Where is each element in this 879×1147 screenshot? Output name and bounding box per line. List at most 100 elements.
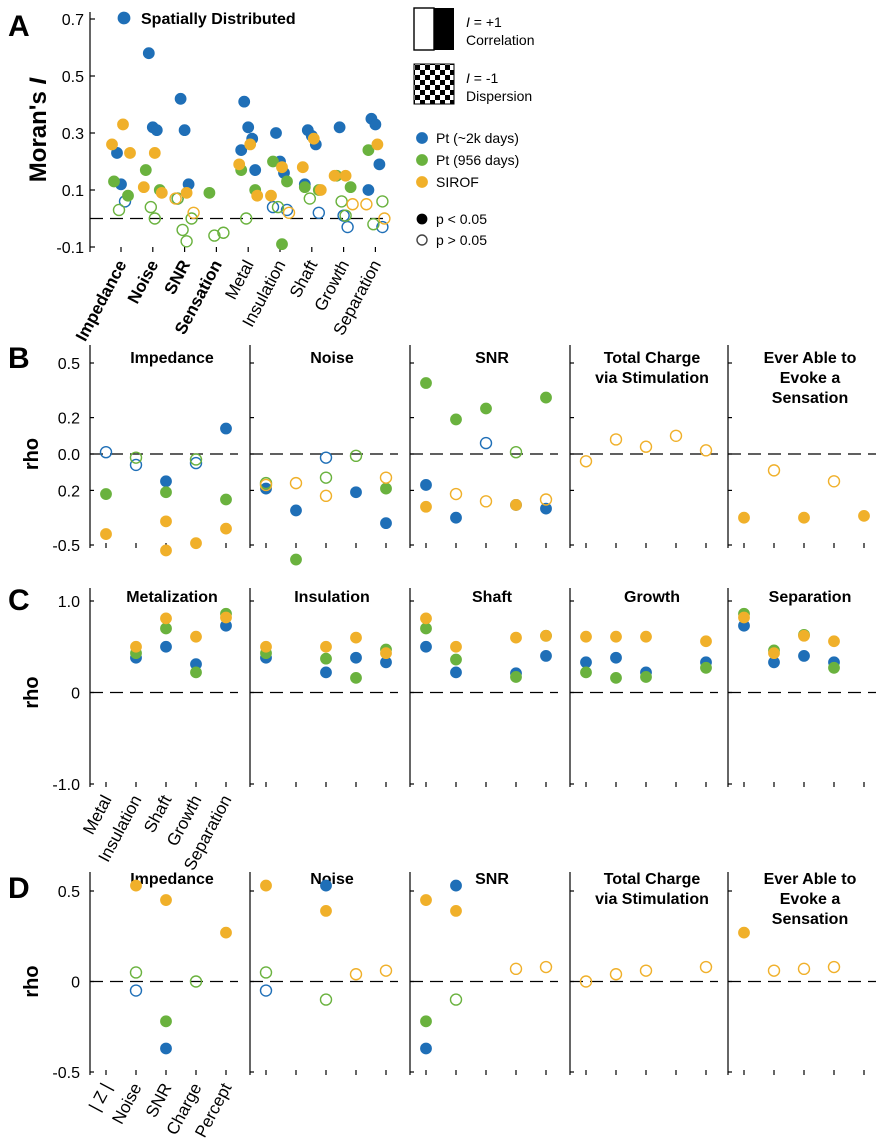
data-point — [509, 962, 523, 976]
panel-label-a: A — [8, 10, 30, 43]
data-point — [100, 528, 112, 540]
data-point — [379, 471, 393, 484]
data-point — [190, 537, 202, 550]
data-point — [738, 511, 750, 524]
y-tick-label-c: 1.0 — [58, 594, 80, 611]
data-point — [450, 413, 462, 426]
data-point — [160, 894, 172, 906]
data-point — [298, 181, 311, 194]
y-tick-label-c: -1.0 — [52, 777, 80, 794]
data-point — [579, 975, 593, 988]
data-point — [130, 879, 142, 892]
y-tick-label-a: -0.1 — [56, 240, 84, 257]
data-point — [320, 879, 332, 892]
data-point — [420, 622, 432, 635]
data-point — [112, 203, 126, 217]
data-point — [260, 879, 272, 892]
panel-title: Impedance — [130, 350, 214, 367]
panel-title: SNR — [475, 871, 509, 888]
data-point — [319, 471, 333, 484]
data-point — [289, 476, 303, 490]
data-point — [420, 377, 432, 389]
data-point — [798, 511, 810, 524]
data-point — [420, 500, 432, 513]
y-tick-label-d: 0.5 — [58, 884, 80, 901]
data-point — [768, 647, 780, 660]
data-point — [208, 229, 221, 242]
data-point — [259, 478, 273, 492]
panel-title: Evoke a — [780, 891, 841, 908]
data-point — [190, 666, 202, 679]
data-point — [180, 186, 193, 199]
legend-marker-filled — [416, 213, 428, 225]
data-point — [540, 502, 552, 515]
data-point — [378, 212, 391, 225]
data-point — [148, 147, 161, 159]
y-tick-label-a: 0.3 — [62, 126, 84, 143]
data-point — [420, 640, 432, 653]
legend-marker-open — [416, 234, 428, 246]
data-point — [160, 544, 172, 557]
data-point — [510, 671, 522, 683]
panel-label-c: C — [8, 584, 30, 617]
data-point — [270, 127, 282, 139]
correlation-swatch — [434, 8, 454, 50]
data-point — [242, 121, 255, 134]
data-point — [479, 495, 493, 508]
data-point — [178, 124, 191, 137]
data-point — [828, 661, 840, 674]
data-point — [124, 147, 136, 159]
data-point — [220, 422, 232, 435]
data-point — [373, 158, 386, 171]
legend-correlation-value: I = +1 — [466, 14, 502, 30]
x-tick-label: | Z | — [85, 1080, 115, 1114]
data-point — [251, 189, 264, 202]
data-point — [319, 489, 333, 503]
data-point — [350, 631, 362, 644]
data-point — [233, 158, 246, 171]
data-point — [259, 966, 273, 979]
data-point — [130, 640, 142, 653]
data-point — [369, 118, 382, 131]
data-point — [798, 629, 810, 642]
panel-title: Growth — [624, 589, 680, 606]
data-point — [169, 192, 182, 205]
data-point — [235, 144, 248, 157]
data-point — [827, 960, 841, 974]
y-axis-label-a: Moran's I — [25, 76, 52, 182]
data-point — [367, 217, 380, 231]
data-point — [480, 402, 492, 415]
y-tick-label-d: 0 — [71, 975, 80, 992]
data-point — [303, 192, 316, 205]
panel-title: Noise — [310, 871, 354, 888]
legend-marker — [416, 154, 428, 166]
legend-marker — [416, 132, 428, 144]
data-point — [510, 631, 522, 644]
data-point — [420, 612, 432, 625]
legend-dispersion-value: I = -1 — [466, 70, 499, 86]
data-point — [380, 647, 392, 660]
data-point — [858, 509, 870, 522]
data-point — [450, 640, 462, 653]
data-point — [349, 449, 363, 463]
data-point — [610, 651, 622, 664]
data-point — [176, 223, 189, 237]
data-point — [539, 960, 553, 974]
data-point — [180, 235, 193, 248]
data-point — [349, 968, 363, 981]
y-tick-label-b: 0.2 — [58, 411, 80, 428]
data-point — [160, 475, 172, 488]
panel-title: Sensation — [772, 390, 848, 407]
legend-significant-label: p < 0.05 — [436, 211, 487, 227]
data-point — [699, 444, 713, 457]
panel-title: Ever Able to — [764, 871, 857, 888]
data-point — [100, 488, 112, 500]
data-point — [700, 661, 712, 674]
data-point — [160, 1042, 172, 1055]
panel-title: Metalization — [126, 589, 218, 606]
data-point — [160, 1015, 172, 1028]
data-point — [360, 198, 373, 211]
data-point — [320, 666, 332, 679]
panel-label-b: B — [8, 342, 30, 375]
data-point — [276, 238, 288, 251]
